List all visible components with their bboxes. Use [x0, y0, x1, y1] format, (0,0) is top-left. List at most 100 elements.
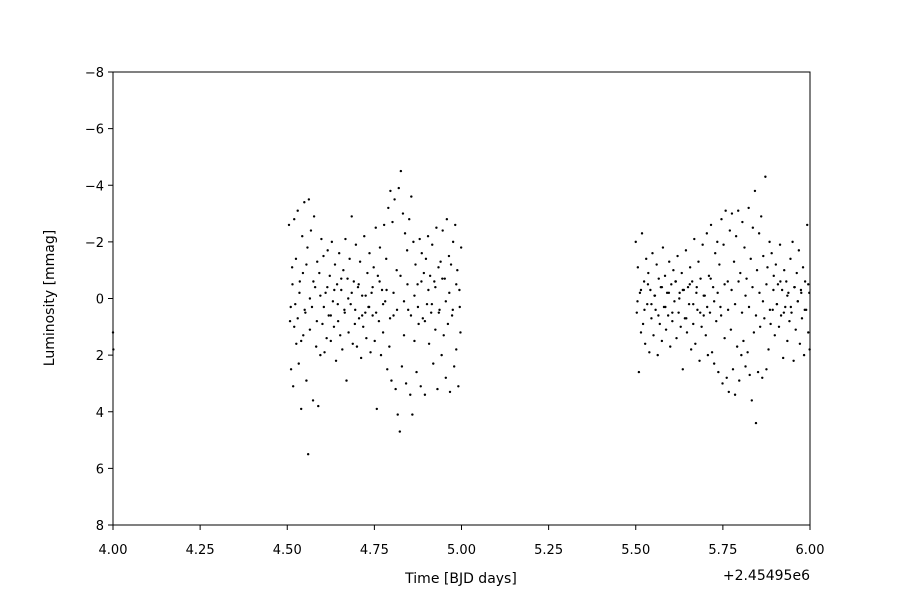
data-point [654, 308, 657, 312]
data-point [803, 280, 807, 283]
data-point [702, 294, 705, 297]
data-point [301, 271, 305, 275]
data-point [398, 430, 402, 433]
data-point [737, 280, 740, 283]
data-point [291, 385, 295, 388]
data-point [747, 305, 751, 309]
data-point [797, 249, 801, 252]
data-point [296, 209, 299, 212]
data-point [731, 368, 735, 371]
data-point [717, 370, 720, 374]
data-point [716, 240, 719, 244]
data-point [429, 311, 433, 314]
data-point [303, 308, 306, 312]
data-point [402, 334, 406, 337]
data-point [327, 314, 330, 317]
data-point [685, 331, 689, 334]
data-point [306, 453, 310, 456]
y-tick-label: 6 [96, 462, 104, 477]
data-point [774, 263, 778, 266]
data-point [666, 314, 670, 317]
data-point [729, 328, 733, 331]
data-point [375, 407, 379, 411]
data-point [299, 407, 303, 411]
data-point [728, 229, 732, 232]
data-point [709, 223, 713, 227]
data-point [378, 280, 381, 283]
data-point [730, 212, 734, 215]
data-point [395, 308, 399, 312]
data-point [807, 331, 810, 334]
data-point [409, 393, 412, 396]
data-point [648, 351, 651, 354]
data-point [699, 277, 702, 280]
data-point [723, 283, 726, 286]
data-point [365, 336, 368, 340]
data-point [416, 305, 420, 309]
data-point [670, 283, 673, 286]
x-tick-label: 5.75 [708, 543, 737, 558]
data-point [322, 254, 325, 258]
data-point [298, 280, 301, 283]
data-point [730, 288, 733, 292]
data-point [673, 300, 676, 303]
x-tick-label: 5.25 [534, 543, 563, 558]
data-point [699, 311, 702, 314]
data-point [658, 322, 661, 326]
data-point [347, 331, 350, 334]
data-point [646, 283, 650, 286]
data-point [347, 297, 350, 300]
data-point [711, 285, 715, 289]
data-point [357, 317, 361, 320]
data-point [386, 368, 389, 371]
data-point [802, 353, 806, 357]
data-point [305, 379, 308, 382]
data-point [405, 249, 409, 252]
data-point [346, 277, 349, 280]
data-point [770, 252, 773, 255]
data-point [790, 311, 793, 314]
data-point [318, 271, 321, 275]
data-point [696, 308, 699, 312]
data-point [715, 319, 718, 323]
data-point [456, 268, 459, 272]
data-point [639, 331, 643, 334]
data-point [725, 376, 728, 379]
data-point [788, 319, 791, 323]
x-tick-label: 4.50 [273, 543, 302, 558]
data-point [406, 283, 409, 286]
data-point [752, 331, 756, 334]
data-point [393, 198, 396, 201]
data-point [339, 334, 342, 337]
data-point [307, 198, 311, 201]
data-point [667, 291, 671, 295]
data-point [350, 291, 353, 295]
data-point [685, 317, 688, 320]
data-point [646, 302, 649, 306]
data-point [309, 229, 313, 232]
data-point [702, 314, 705, 317]
data-point [399, 274, 402, 278]
data-point [444, 376, 448, 379]
data-point [656, 353, 659, 357]
y-axis-ticks: −8 −6 −4 −2 0 2 4 6 8 [85, 66, 113, 534]
data-point [371, 285, 374, 289]
data-point [432, 362, 435, 365]
data-point [735, 345, 739, 348]
data-point [352, 280, 356, 283]
data-point [762, 254, 765, 258]
data-point [636, 266, 640, 269]
data-point [400, 365, 404, 368]
data-point [727, 390, 730, 394]
data-point [336, 319, 340, 323]
data-point [649, 288, 652, 292]
data-point [712, 362, 716, 365]
data-point [418, 237, 421, 241]
data-point [399, 169, 403, 173]
data-point [789, 257, 792, 261]
data-point [388, 345, 391, 348]
data-point [771, 308, 774, 312]
data-point [789, 305, 793, 309]
data-point [389, 189, 392, 193]
data-point [677, 311, 680, 314]
